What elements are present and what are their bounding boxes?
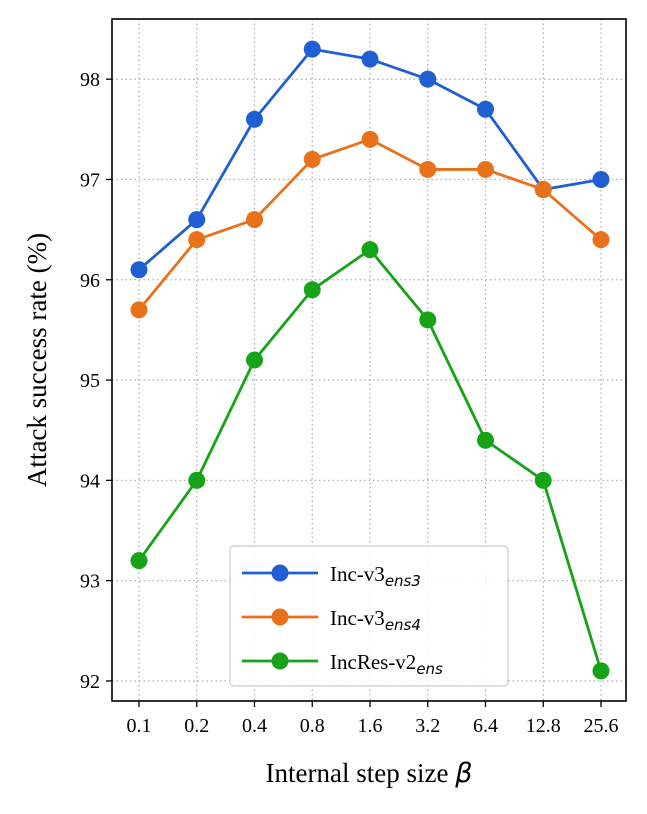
data-point [534,471,552,489]
y-tick-label: 96 [80,270,100,292]
data-point [592,662,610,680]
data-point [130,301,148,319]
y-tick-label: 98 [80,69,100,91]
data-point [246,110,263,128]
legend-label: IncRes-v2ens [330,650,443,678]
data-point [477,431,494,449]
series-2 [130,130,610,319]
x-tick-label: 1.6 [358,715,383,737]
data-point [246,351,263,369]
data-point [419,311,437,329]
data-point [130,261,148,279]
y-axis-ticks: 92 93 94 95 96 97 98 [80,69,112,693]
plot-frame [111,18,627,702]
x-tick-label: 6.4 [473,715,498,737]
data-point [477,100,494,118]
x-tick-label: 12.8 [526,715,561,737]
data-point [130,552,148,570]
legend-item-1: Inc-v3ens3 [242,562,421,590]
legend-label: Inc-v3ens3 [330,562,421,590]
y-tick-label: 95 [80,370,100,392]
data-point [361,241,379,259]
legend-item-2: Inc-v3ens4 [242,606,421,634]
data-point [592,231,610,249]
legend-label-main: IncRes-v2 [330,650,416,674]
y-tick-label: 92 [80,671,100,693]
data-point [188,471,206,489]
y-axis-label: Attack success rate (%) [22,233,52,487]
series-lines [130,40,610,680]
legend-marker [271,564,289,582]
legend-box [229,545,509,687]
data-point [188,211,206,229]
x-tick-label: 0.1 [127,715,152,737]
data-point [361,50,379,68]
y-tick-label: 93 [80,571,100,593]
data-point [303,40,321,58]
x-tick-label: 0.2 [184,715,209,737]
data-point [419,160,437,178]
x-tick-label: 0.4 [242,715,267,737]
data-point [361,130,379,148]
legend-label-subscript: ens4 [385,616,421,634]
x-tick-label: 25.6 [584,715,619,737]
legend-label-main: Inc-v3 [330,562,385,586]
legend-marker [271,608,289,626]
data-point [419,70,437,88]
data-point [592,170,610,188]
data-point [303,150,321,168]
data-point [246,211,263,229]
x-axis-ticks: 0.1 0.2 0.4 0.8 1.6 3.2 6.4 12.8 25.6 [127,701,619,737]
legend-label: Inc-v3ens4 [330,606,421,634]
data-point [188,231,206,249]
x-axis-label-text: Internal step size [266,758,449,788]
x-axis-label-symbol: β [454,758,472,789]
legend-label-main: Inc-v3 [330,606,385,630]
x-axis-label: Internal step size β [266,758,473,789]
x-tick-label: 0.8 [300,715,325,737]
data-point [477,160,494,178]
y-tick-label: 97 [80,169,100,191]
data-point [303,281,321,299]
series-3 [130,241,610,680]
data-point [534,181,552,198]
x-tick-label: 3.2 [415,715,440,737]
legend-label-subscript: ens [416,660,443,678]
legend-item-3: IncRes-v2ens [242,650,443,678]
legend-marker [271,652,289,670]
y-tick-label: 94 [80,470,100,492]
legend-label-subscript: ens3 [385,572,421,590]
